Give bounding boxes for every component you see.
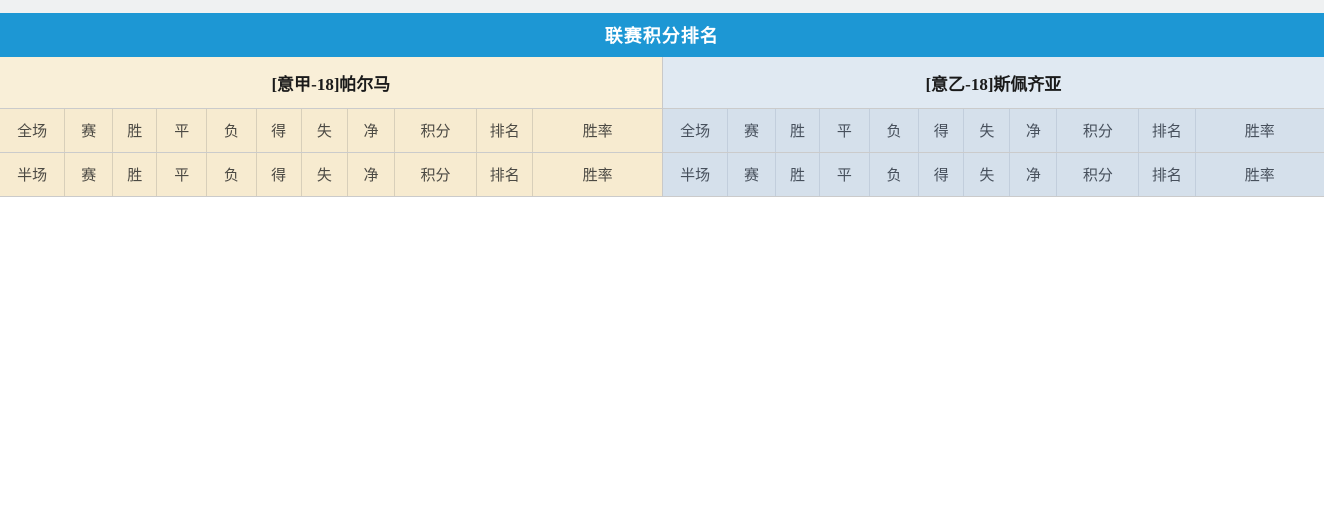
column-header: 积分 bbox=[1056, 152, 1139, 197]
column-header: 负 bbox=[868, 108, 919, 153]
column-header: 积分 bbox=[1056, 108, 1139, 153]
column-header: 赛 bbox=[727, 108, 776, 153]
column-header: 净 bbox=[347, 108, 395, 153]
column-header: 排名 bbox=[1138, 108, 1195, 153]
stats-table: 全场赛胜平负得失净积分 排名 胜率 半场赛胜平负得失净积分 排名 胜率 bbox=[663, 108, 1324, 197]
widget-header: 联赛积分排名 bbox=[0, 13, 1324, 57]
team-panel-left: [意甲-18]帕尔马 全场赛胜平负得失净积分 排名 胜率 半场赛胜平负得失净积分 排名胜… bbox=[0, 57, 662, 197]
column-header: 积分 bbox=[393, 152, 477, 197]
team-panel-right: [意乙-18]斯佩齐亚 全场赛胜平负得失净积分 排名 胜率 半场赛胜平负得失净积分 排名… bbox=[662, 57, 1324, 197]
column-header: 胜 bbox=[112, 108, 157, 153]
team-title: [意乙-18]斯佩齐亚 bbox=[663, 57, 1324, 108]
column-header: 失 bbox=[300, 108, 348, 153]
column-header: 赛 bbox=[727, 152, 776, 197]
column-header: 失 bbox=[300, 152, 348, 197]
column-header: 负 bbox=[206, 108, 257, 153]
half-time-header-row: 半场赛胜平负得失净积分 排名 胜率 bbox=[663, 152, 1324, 197]
column-header: 净 bbox=[1009, 108, 1057, 153]
column-header: 赛 bbox=[64, 108, 113, 153]
column-header: 失 bbox=[963, 152, 1010, 197]
section-label: 半场 bbox=[0, 152, 65, 197]
column-header: 胜 bbox=[774, 152, 820, 197]
column-header: 得 bbox=[255, 152, 302, 197]
widget-title: 联赛积分排名 bbox=[605, 26, 719, 46]
column-header: 平 bbox=[819, 108, 870, 153]
column-header: 胜率 bbox=[532, 152, 662, 197]
column-header: 得 bbox=[918, 108, 964, 153]
column-header: 净 bbox=[1009, 152, 1057, 197]
column-header: 净 bbox=[347, 152, 395, 197]
column-header: 负 bbox=[868, 152, 919, 197]
full-time-header-row: 全场赛胜平负得失净积分 排名 胜率 bbox=[663, 108, 1324, 153]
column-header: 平 bbox=[156, 152, 207, 197]
column-header: 排名 bbox=[476, 108, 533, 153]
team-panels: [意甲-18]帕尔马 全场赛胜平负得失净积分 排名 胜率 半场赛胜平负得失净积分 排名胜… bbox=[0, 57, 1324, 197]
column-header: 胜率 bbox=[1194, 152, 1324, 197]
column-header: 胜 bbox=[774, 108, 820, 153]
column-header: 排名 bbox=[1138, 152, 1195, 197]
column-header: 胜率 bbox=[532, 108, 662, 153]
column-header: 排名 bbox=[476, 152, 533, 197]
column-header: 胜 bbox=[112, 152, 157, 197]
column-header: 负 bbox=[206, 152, 257, 197]
half-time-header-row: 半场赛胜平负得失净积分 排名 胜率 bbox=[0, 152, 662, 197]
column-header: 得 bbox=[255, 108, 302, 153]
section-label: 半场 bbox=[663, 152, 728, 197]
column-header: 赛 bbox=[64, 152, 113, 197]
stats-table: 全场赛胜平负得失净积分 排名 胜率 半场赛胜平负得失净积分 排名 胜率 bbox=[0, 108, 662, 197]
column-header: 积分 bbox=[393, 108, 477, 153]
top-strip bbox=[0, 0, 1324, 13]
column-header: 胜率 bbox=[1194, 108, 1324, 153]
full-time-header-row: 全场赛胜平负得失净积分 排名 胜率 bbox=[0, 108, 662, 153]
team-title: [意甲-18]帕尔马 bbox=[0, 57, 662, 108]
column-header: 平 bbox=[819, 152, 870, 197]
column-header: 失 bbox=[963, 108, 1010, 153]
section-label: 全场 bbox=[0, 108, 65, 153]
column-header: 平 bbox=[156, 108, 207, 153]
section-label: 全场 bbox=[663, 108, 728, 153]
column-header: 得 bbox=[918, 152, 964, 197]
